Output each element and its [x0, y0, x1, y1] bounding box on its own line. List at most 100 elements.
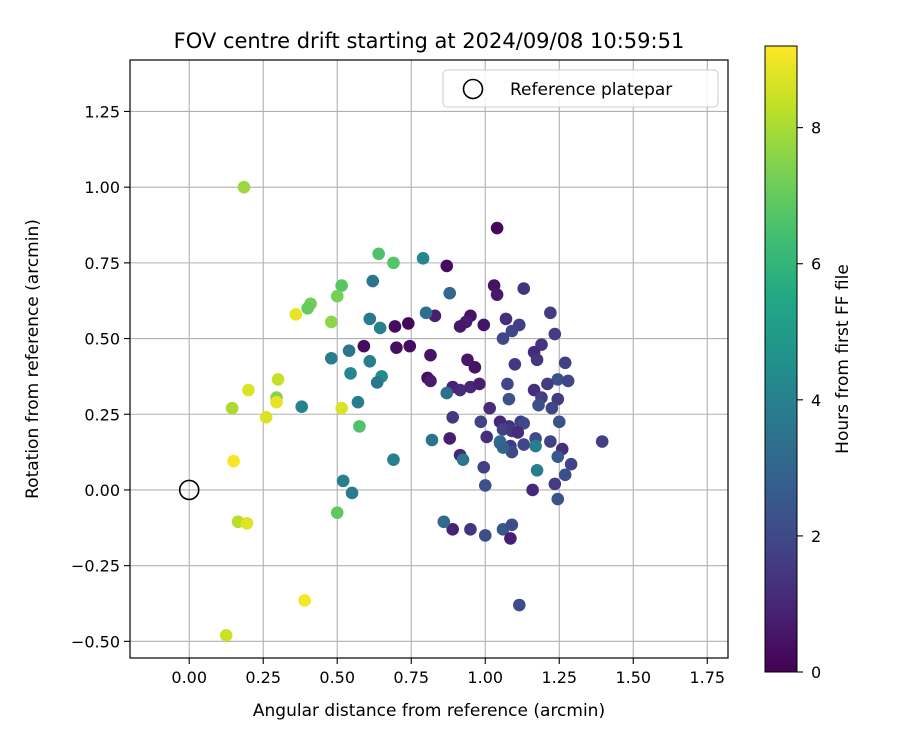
data-point: [511, 426, 525, 439]
data-point: [298, 594, 311, 607]
data-point: [517, 438, 531, 451]
data-point: [561, 374, 575, 388]
data-point: [477, 318, 491, 332]
data-point: [551, 450, 565, 463]
data-point: [342, 344, 356, 357]
data-point: [388, 320, 402, 333]
data-point: [237, 180, 251, 194]
data-point: [595, 435, 609, 448]
data-point: [478, 479, 492, 492]
data-point: [564, 457, 578, 471]
data-point: [464, 523, 477, 536]
data-point: [330, 506, 344, 519]
data-point: [289, 308, 303, 321]
data-point: [446, 523, 459, 536]
data-point: [259, 410, 273, 424]
data-point: [440, 386, 454, 400]
data-point: [502, 392, 516, 406]
data-point: [440, 259, 454, 273]
data-point: [490, 221, 504, 235]
data-point: [532, 398, 545, 412]
colorbar-tick-label: 6: [811, 255, 821, 274]
data-point: [551, 373, 565, 386]
colorbar-gradient: [764, 45, 798, 673]
y-tick-label: 0.50: [84, 330, 120, 349]
data-point: [425, 433, 439, 447]
data-point: [353, 420, 366, 433]
data-point: [357, 339, 371, 353]
data-point: [387, 256, 400, 270]
data-points: [219, 180, 609, 642]
colorbar: 0 2 4 6 8 Hours from first FF file: [764, 45, 853, 682]
y-axis-label: Rotation from reference (arcmin): [23, 219, 43, 499]
colorbar-tick-label: 8: [811, 119, 821, 138]
data-point: [558, 356, 572, 370]
data-point: [552, 415, 566, 429]
data-point: [468, 361, 482, 374]
x-axis-ticks: 0.00 0.25 0.50 0.75 1.00 1.25 1.50 1.75: [171, 658, 725, 687]
y-tick-label: 0.00: [84, 481, 120, 500]
data-point: [443, 286, 457, 300]
data-point: [366, 274, 380, 288]
data-point: [496, 332, 510, 345]
data-point: [370, 376, 384, 389]
data-point: [336, 474, 350, 488]
colorbar-tick-label: 4: [811, 391, 821, 410]
data-point: [335, 401, 348, 415]
data-point: [453, 320, 467, 333]
colorbar-label: Hours from first FF file: [833, 264, 853, 454]
data-point: [416, 252, 430, 265]
legend-entry-reference: Reference platepar: [510, 80, 672, 100]
data-point: [551, 492, 565, 506]
data-point: [501, 377, 514, 391]
data-point: [363, 312, 377, 326]
data-point: [551, 392, 565, 406]
data-point: [504, 532, 517, 545]
colorbar-tick-label: 2: [811, 527, 821, 546]
data-point: [270, 395, 283, 409]
data-point: [544, 435, 557, 448]
chart-title: FOV centre drift starting at 2024/09/08 …: [174, 29, 685, 53]
data-point: [545, 401, 559, 415]
data-point: [401, 317, 415, 330]
plot-area-frame: [129, 59, 729, 659]
x-tick-label: 0.50: [319, 668, 355, 687]
data-point: [526, 483, 539, 497]
data-point: [558, 468, 572, 482]
data-point: [363, 354, 377, 368]
y-tick-label: 0.25: [84, 405, 120, 424]
data-point: [474, 415, 488, 429]
data-point: [437, 515, 451, 529]
data-point: [517, 417, 531, 430]
data-point: [225, 401, 239, 415]
data-point: [301, 301, 314, 315]
data-point: [345, 486, 359, 500]
data-point: [530, 463, 544, 477]
legend: Reference platepar: [442, 69, 719, 108]
reference-platepar-marker: [178, 479, 200, 501]
data-point: [544, 306, 557, 320]
data-point: [456, 453, 470, 466]
data-point: [325, 351, 338, 365]
data-point: [387, 453, 400, 466]
x-tick-label: 1.75: [689, 668, 725, 687]
x-tick-label: 1.25: [541, 668, 577, 687]
data-point: [390, 341, 403, 354]
data-point: [335, 279, 348, 292]
legend-box: [442, 69, 719, 108]
data-point: [219, 628, 233, 642]
data-point: [351, 395, 365, 409]
x-tick-label: 0.75: [393, 668, 429, 687]
data-point: [424, 348, 437, 362]
data-point: [453, 383, 467, 397]
data-point: [477, 460, 491, 474]
colorbar-tick-label: 0: [811, 663, 821, 682]
data-point: [446, 410, 459, 424]
y-tick-label: 0.75: [84, 254, 120, 273]
y-tick-label: 1.00: [84, 178, 120, 197]
data-point: [424, 374, 437, 388]
data-point: [517, 282, 531, 295]
data-point: [499, 312, 513, 326]
data-point: [227, 454, 240, 468]
y-tick-label: −0.25: [71, 557, 120, 576]
